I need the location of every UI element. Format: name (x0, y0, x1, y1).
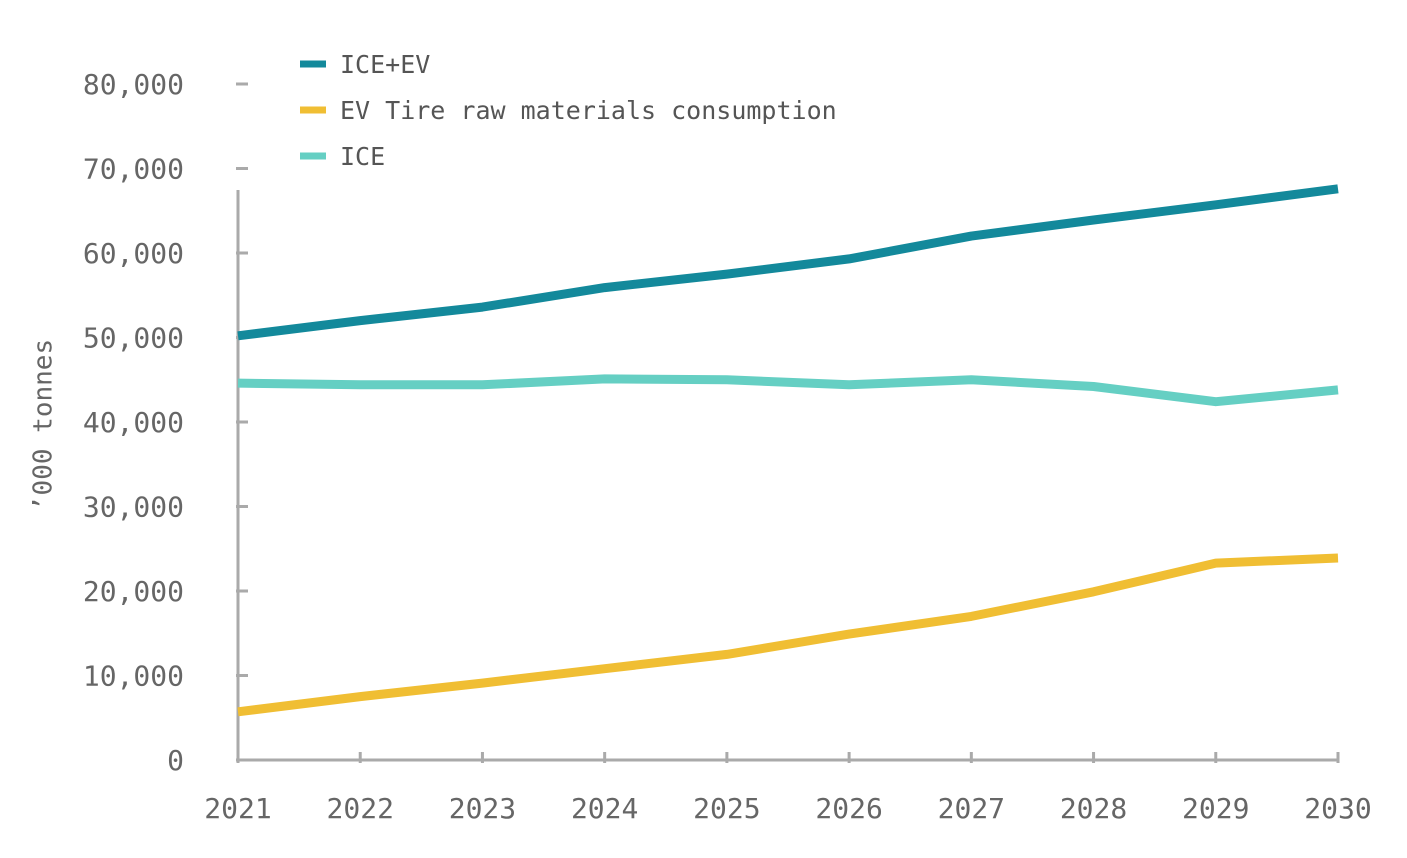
x-tick-label: 2027 (938, 792, 1005, 825)
y-tick-label: 70,000 (83, 153, 184, 186)
axes: 0 10,000 20,000 30,000 40,000 50,000 60,000 70,… (83, 68, 1372, 825)
x-tick-label: 2030 (1304, 792, 1371, 825)
legend: ICE+EV EV Tire raw materials consumption I… (300, 50, 837, 171)
legend-label: EV Tire raw materials consumption (340, 96, 837, 125)
series-lines (237, 184, 1339, 717)
x-tick-label: 2026 (815, 792, 882, 825)
series-line-ev-tire-raw-materials-consumption (237, 553, 1339, 717)
y-tick-label: 10,000 (83, 660, 184, 693)
x-tick-label: 2021 (204, 792, 271, 825)
series-line-ice-ev (237, 184, 1339, 341)
series-line-ice (237, 374, 1339, 407)
x-tick-label: 2023 (449, 792, 516, 825)
y-tick-label: 0 (167, 744, 184, 777)
y-tick-label: 50,000 (83, 322, 184, 355)
x-tick-label: 2024 (571, 792, 638, 825)
y-tick-label: 30,000 (83, 491, 184, 524)
x-tick-label: 2022 (327, 792, 394, 825)
y-tick-label: 40,000 (83, 406, 184, 439)
x-tick-label: 2028 (1060, 792, 1127, 825)
y-tick-label: 60,000 (83, 237, 184, 270)
y-tick-label: 80,000 (83, 68, 184, 101)
y-axis-title: ’000 tonnes (29, 339, 59, 511)
y-tick-label: 20,000 (83, 575, 184, 608)
legend-label: ICE (340, 142, 385, 171)
x-tick-label: 2029 (1182, 792, 1249, 825)
x-tick-label: 2025 (693, 792, 760, 825)
legend-label: ICE+EV (340, 50, 430, 79)
